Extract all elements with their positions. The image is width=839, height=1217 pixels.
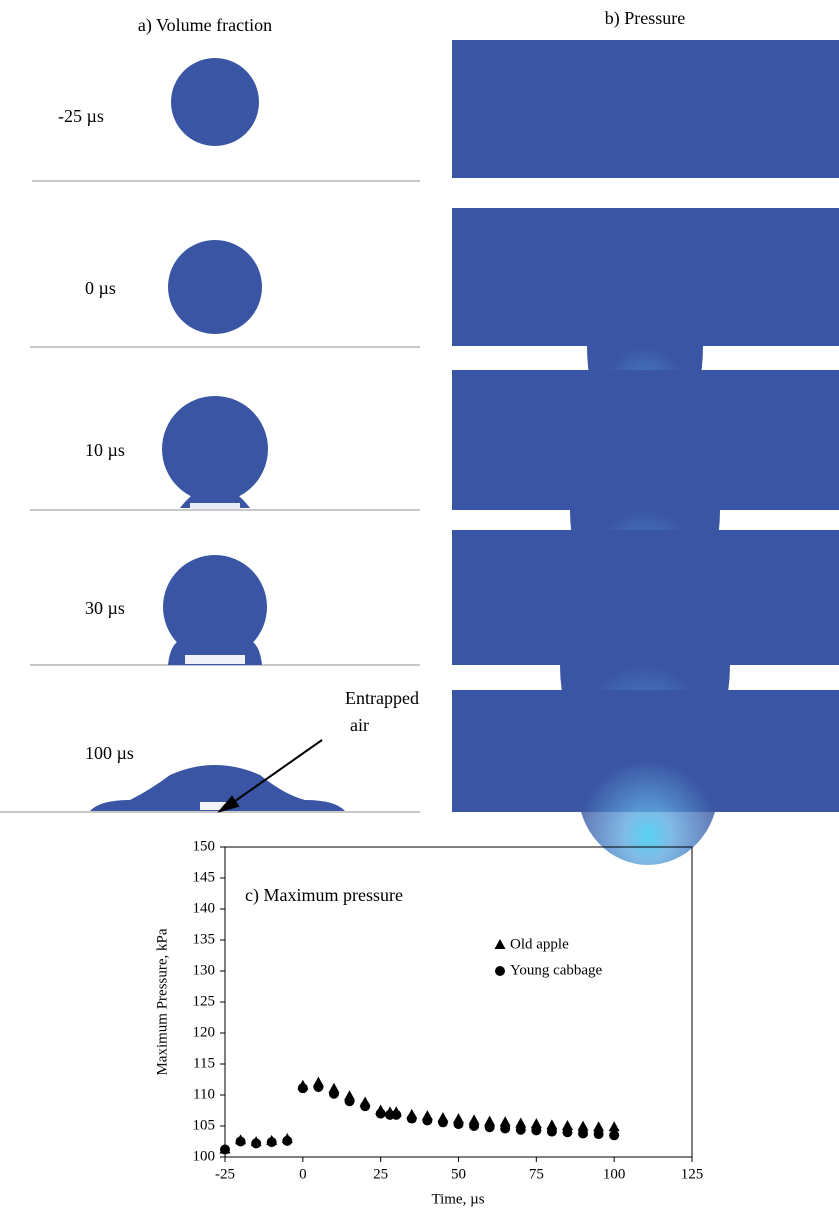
- annotation: air: [350, 715, 369, 735]
- data-point: [236, 1137, 246, 1147]
- y-tick-label: 120: [193, 1024, 216, 1040]
- time-label: 0 µs: [85, 278, 116, 298]
- y-axis-label: Maximum Pressure, kPa: [154, 928, 170, 1075]
- data-point: [313, 1082, 323, 1092]
- data-point: [531, 1125, 541, 1135]
- pressure-panels: [452, 40, 839, 865]
- data-point: [609, 1130, 619, 1140]
- data-point: [500, 1123, 510, 1133]
- data-point: [422, 1115, 432, 1125]
- time-label: 100 µs: [85, 743, 134, 763]
- data-point: [407, 1114, 417, 1124]
- y-tick-label: 125: [193, 993, 216, 1009]
- data-point: [438, 1117, 448, 1127]
- data-point: [267, 1137, 277, 1147]
- panel-title: b) Pressure: [605, 8, 685, 29]
- y-tick-label: 130: [193, 962, 216, 978]
- data-point: [469, 1121, 479, 1131]
- x-tick-label: 25: [373, 1166, 388, 1182]
- data-point: [251, 1138, 261, 1148]
- data-point: [485, 1122, 495, 1132]
- data-point: [298, 1083, 308, 1093]
- data-point: [329, 1089, 339, 1099]
- data-point: [516, 1125, 526, 1135]
- y-tick-label: 145: [193, 869, 216, 885]
- data-point: [220, 1145, 230, 1155]
- panel-title: a) Volume fraction: [138, 15, 272, 36]
- x-tick-label: 0: [299, 1166, 307, 1182]
- data-point: [391, 1110, 401, 1120]
- data-point: [578, 1128, 588, 1138]
- data-point: [282, 1136, 292, 1146]
- legend-label: Old apple: [510, 936, 569, 952]
- x-axis-label: Time, µs: [431, 1191, 484, 1207]
- time-label: -25 µs: [58, 106, 104, 126]
- x-tick-label: 100: [603, 1166, 626, 1182]
- y-tick-label: 105: [193, 1117, 216, 1133]
- data-point: [454, 1119, 464, 1129]
- data-point: [547, 1127, 557, 1137]
- data-point: [360, 1101, 370, 1111]
- legend-marker: [495, 939, 506, 949]
- data-point: [562, 1127, 572, 1137]
- y-tick-label: 140: [193, 900, 216, 916]
- data-point: [345, 1096, 355, 1106]
- figure: a) Volume fraction b) Pressure -25 µs 0 …: [0, 0, 839, 1217]
- annotation: Entrapped: [345, 688, 419, 708]
- y-tick-label: 115: [193, 1055, 215, 1071]
- data-point: [376, 1109, 386, 1119]
- data-point: [594, 1129, 604, 1139]
- y-tick-label: 150: [193, 838, 216, 854]
- x-tick-label: 125: [681, 1166, 704, 1182]
- y-tick-label: 110: [193, 1086, 215, 1102]
- time-label: 30 µs: [85, 598, 125, 618]
- x-tick-label: 75: [529, 1166, 544, 1182]
- y-tick-label: 135: [193, 931, 216, 947]
- legend-marker: [495, 966, 505, 976]
- y-tick-label: 100: [193, 1148, 216, 1164]
- data-point: [609, 1121, 620, 1131]
- chart-title: c) Maximum pressure: [245, 885, 403, 906]
- legend-label: Young cabbage: [510, 962, 603, 978]
- x-tick-label: 50: [451, 1166, 466, 1182]
- x-tick-label: -25: [215, 1166, 235, 1182]
- time-label: 10 µs: [85, 440, 125, 460]
